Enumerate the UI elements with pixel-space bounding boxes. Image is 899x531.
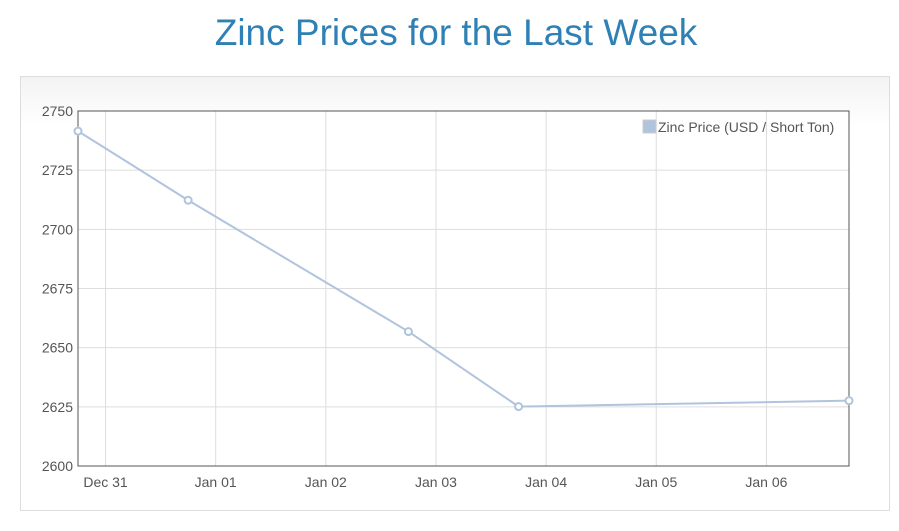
x-tick-label: Jan 03 <box>415 474 457 490</box>
y-tick-label: 2725 <box>42 162 73 178</box>
y-tick-label: 2650 <box>42 340 73 356</box>
x-tick-label: Jan 02 <box>305 474 347 490</box>
legend-label: Zinc Price (USD / Short Ton) <box>658 119 834 135</box>
y-tick-label: 2700 <box>42 221 73 237</box>
plot-border <box>77 110 850 467</box>
chart-title: Zinc Prices for the Last Week <box>214 12 698 53</box>
legend-swatch <box>642 119 657 134</box>
y-tick-label: 2750 <box>42 103 73 119</box>
data-point <box>514 402 524 412</box>
x-tick-label: Jan 06 <box>745 474 787 490</box>
x-tick-label: Jan 04 <box>525 474 567 490</box>
data-point <box>844 396 854 406</box>
data-point <box>183 195 193 205</box>
data-point <box>403 327 413 337</box>
y-tick-label: 2625 <box>42 399 73 415</box>
y-tick-label: 2675 <box>42 281 73 297</box>
x-tick-label: Jan 05 <box>635 474 677 490</box>
x-tick-label: Jan 01 <box>195 474 237 490</box>
data-point <box>73 126 83 136</box>
x-tick-label: Dec 31 <box>83 474 128 490</box>
y-tick-label: 2600 <box>42 458 73 474</box>
